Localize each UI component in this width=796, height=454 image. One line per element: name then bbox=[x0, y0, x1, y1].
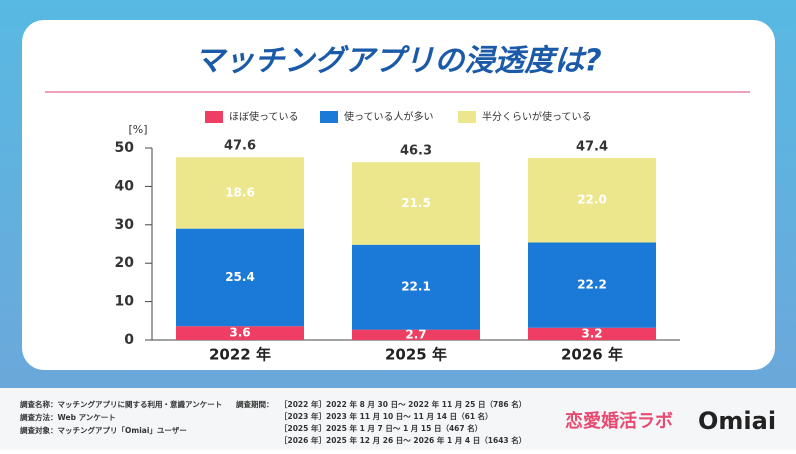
legend-label: ほぼ使っている bbox=[229, 110, 299, 123]
footer-bg bbox=[0, 388, 796, 450]
y-tick-label: 20 bbox=[115, 255, 135, 271]
total-label: 47.4 bbox=[576, 139, 608, 154]
y-tick-label: 40 bbox=[115, 178, 135, 194]
logo-lab: 恋愛婚活ラボ bbox=[565, 410, 673, 432]
bar-segment bbox=[176, 157, 304, 229]
x-tick-label: 2026 年 bbox=[561, 346, 623, 364]
value-label: 22.2 bbox=[577, 278, 607, 292]
x-tick-label: 2025 年 bbox=[385, 346, 447, 364]
period-text: ［2025 年］2025 年 1 月 7 日～ 1 月 15 日（467 名） bbox=[280, 423, 482, 433]
bar-segment bbox=[528, 157, 656, 243]
value-label: 18.6 bbox=[225, 185, 255, 199]
value-label: 22.1 bbox=[401, 280, 431, 294]
value-label: 2.7 bbox=[405, 327, 426, 341]
legend-swatch bbox=[320, 111, 338, 123]
value-label: 3.2 bbox=[581, 326, 602, 340]
bar-segment bbox=[528, 242, 656, 328]
legend-swatch bbox=[458, 111, 476, 123]
legend-swatch bbox=[205, 111, 223, 123]
y-tick-label: 0 bbox=[124, 332, 134, 348]
x-tick-label: 2022 年 bbox=[209, 346, 271, 364]
value-label: 25.4 bbox=[225, 270, 255, 284]
survey-text: 調査名称：マッチングアプリに関する利用・意識アンケート bbox=[20, 399, 222, 409]
bar-segment bbox=[352, 162, 480, 245]
legend-label: 半分くらいが使っている bbox=[482, 110, 592, 123]
bar-segment bbox=[176, 326, 304, 340]
legend-label: 使っている人が多い bbox=[344, 110, 434, 123]
total-label: 47.6 bbox=[224, 139, 256, 154]
y-unit: [%] bbox=[128, 123, 147, 136]
value-label: 22.0 bbox=[577, 193, 607, 207]
bar-segment bbox=[352, 244, 480, 330]
y-tick-label: 50 bbox=[115, 140, 135, 156]
bar-segment bbox=[352, 329, 480, 340]
value-label: 3.6 bbox=[229, 326, 250, 340]
period-text: ［2026 年］2025 年 12 月 26 日～ 2026 年 1 月 4 日… bbox=[280, 435, 526, 445]
total-label: 46.3 bbox=[400, 144, 432, 159]
survey-text: 調査対象：マッチングアプリ「Omiai」ユーザー bbox=[20, 425, 187, 435]
period-text: ［2023 年］2023 年 11 月 10 日～ 11 月 14 日（61 名… bbox=[280, 411, 493, 421]
bar-segment bbox=[528, 327, 656, 340]
period-label: 調査期間： bbox=[236, 399, 274, 409]
value-label: 21.5 bbox=[401, 196, 431, 210]
survey-text: 調査方法：Web アンケート bbox=[20, 412, 116, 422]
period-text: ［2022 年］2022 年 8 月 30 日～ 2022 年 11 月 25 … bbox=[280, 399, 526, 409]
y-tick-label: 30 bbox=[115, 217, 135, 233]
y-tick-label: 10 bbox=[115, 294, 135, 310]
chart-title: マッチングアプリの浸透度は? bbox=[194, 44, 601, 79]
bar-segment bbox=[176, 228, 304, 327]
logo-omiai: Omiai bbox=[698, 407, 776, 435]
